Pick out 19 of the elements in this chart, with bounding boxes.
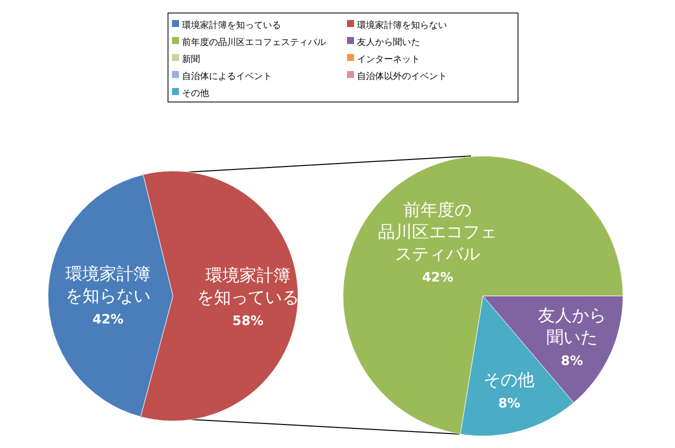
data-label: 8% — [498, 396, 520, 412]
legend-label: 友人から聞いた — [357, 37, 420, 48]
slice-label: 環境家計簿を知っている — [196, 266, 299, 308]
legend-label: 環境家計簿を知っている — [182, 20, 281, 31]
legend-label: 新聞 — [182, 54, 200, 65]
legend-label: 自治体によるイベント — [182, 71, 272, 82]
data-label: 42% — [92, 312, 124, 328]
legend-label: インターネット — [357, 55, 420, 65]
legend-label: 自治体以外のイベント — [357, 71, 447, 82]
data-label: 8% — [560, 354, 583, 370]
slice-label: 環境家計簿を知らない — [66, 264, 151, 306]
slice-label: 友人から聞いた — [538, 306, 606, 348]
legend-label: 環境家計簿を知らない — [357, 20, 447, 31]
legend-label: その他 — [182, 88, 209, 99]
legend-label: 前年度の品川区エコフェスティバル — [182, 37, 326, 48]
slice-label: その他 — [484, 370, 535, 390]
data-label: 42% — [422, 270, 454, 286]
data-label: 58% — [232, 314, 264, 329]
slice-label: 前年度の品川区エコフェスティバル — [378, 200, 498, 265]
